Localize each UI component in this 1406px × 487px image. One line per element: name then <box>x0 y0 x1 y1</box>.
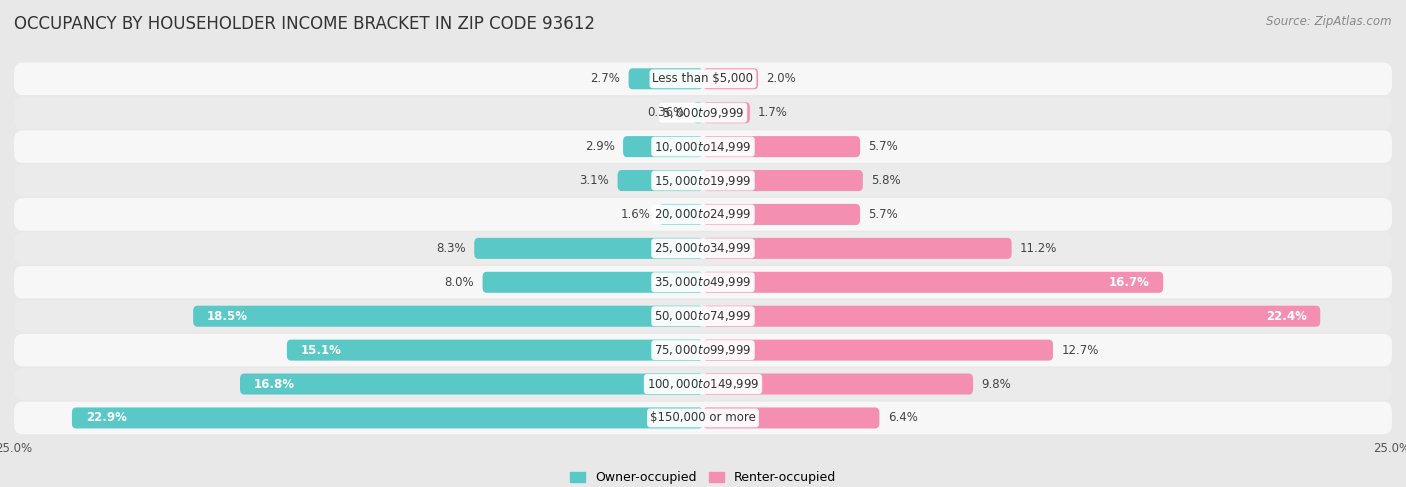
Text: 2.0%: 2.0% <box>766 72 796 85</box>
Text: 18.5%: 18.5% <box>207 310 247 323</box>
FancyBboxPatch shape <box>703 306 1320 327</box>
FancyBboxPatch shape <box>14 266 1392 299</box>
Text: 16.7%: 16.7% <box>1108 276 1150 289</box>
Text: $100,000 to $149,999: $100,000 to $149,999 <box>647 377 759 391</box>
FancyBboxPatch shape <box>14 300 1392 333</box>
Text: 1.6%: 1.6% <box>621 208 651 221</box>
FancyBboxPatch shape <box>693 102 703 123</box>
Text: $150,000 or more: $150,000 or more <box>650 412 756 425</box>
Text: $10,000 to $14,999: $10,000 to $14,999 <box>654 140 752 153</box>
Text: 5.7%: 5.7% <box>869 208 898 221</box>
FancyBboxPatch shape <box>703 204 860 225</box>
FancyBboxPatch shape <box>703 272 1163 293</box>
FancyBboxPatch shape <box>193 306 703 327</box>
Text: OCCUPANCY BY HOUSEHOLDER INCOME BRACKET IN ZIP CODE 93612: OCCUPANCY BY HOUSEHOLDER INCOME BRACKET … <box>14 15 595 33</box>
FancyBboxPatch shape <box>703 374 973 394</box>
FancyBboxPatch shape <box>14 62 1392 95</box>
Text: $50,000 to $74,999: $50,000 to $74,999 <box>654 309 752 323</box>
Text: 8.0%: 8.0% <box>444 276 474 289</box>
Text: 8.3%: 8.3% <box>436 242 465 255</box>
Text: Source: ZipAtlas.com: Source: ZipAtlas.com <box>1267 15 1392 28</box>
Text: 3.1%: 3.1% <box>579 174 609 187</box>
Text: 1.7%: 1.7% <box>758 106 787 119</box>
Text: 0.36%: 0.36% <box>648 106 685 119</box>
FancyBboxPatch shape <box>14 96 1392 129</box>
FancyBboxPatch shape <box>240 374 703 394</box>
FancyBboxPatch shape <box>14 164 1392 197</box>
FancyBboxPatch shape <box>72 408 703 429</box>
Text: $35,000 to $49,999: $35,000 to $49,999 <box>654 275 752 289</box>
FancyBboxPatch shape <box>623 136 703 157</box>
FancyBboxPatch shape <box>703 170 863 191</box>
Text: 16.8%: 16.8% <box>254 377 295 391</box>
FancyBboxPatch shape <box>474 238 703 259</box>
FancyBboxPatch shape <box>703 339 1053 361</box>
Text: $5,000 to $9,999: $5,000 to $9,999 <box>662 106 744 120</box>
FancyBboxPatch shape <box>703 238 1012 259</box>
Text: 22.9%: 22.9% <box>86 412 127 425</box>
Text: $25,000 to $34,999: $25,000 to $34,999 <box>654 242 752 255</box>
Text: 2.7%: 2.7% <box>591 72 620 85</box>
Text: 15.1%: 15.1% <box>301 344 342 356</box>
Text: 5.7%: 5.7% <box>869 140 898 153</box>
FancyBboxPatch shape <box>703 136 860 157</box>
FancyBboxPatch shape <box>659 204 703 225</box>
FancyBboxPatch shape <box>628 68 703 89</box>
Text: 6.4%: 6.4% <box>887 412 918 425</box>
FancyBboxPatch shape <box>287 339 703 361</box>
Text: 11.2%: 11.2% <box>1019 242 1057 255</box>
Text: 22.4%: 22.4% <box>1265 310 1306 323</box>
Text: 5.8%: 5.8% <box>872 174 901 187</box>
FancyBboxPatch shape <box>14 131 1392 163</box>
FancyBboxPatch shape <box>703 68 758 89</box>
FancyBboxPatch shape <box>14 334 1392 366</box>
FancyBboxPatch shape <box>14 402 1392 434</box>
Legend: Owner-occupied, Renter-occupied: Owner-occupied, Renter-occupied <box>565 466 841 487</box>
FancyBboxPatch shape <box>617 170 703 191</box>
Text: 9.8%: 9.8% <box>981 377 1011 391</box>
Text: $20,000 to $24,999: $20,000 to $24,999 <box>654 207 752 222</box>
Text: 12.7%: 12.7% <box>1062 344 1098 356</box>
Text: 2.9%: 2.9% <box>585 140 614 153</box>
FancyBboxPatch shape <box>703 102 749 123</box>
Text: Less than $5,000: Less than $5,000 <box>652 72 754 85</box>
Text: $75,000 to $99,999: $75,000 to $99,999 <box>654 343 752 357</box>
Text: $15,000 to $19,999: $15,000 to $19,999 <box>654 173 752 187</box>
FancyBboxPatch shape <box>14 198 1392 231</box>
FancyBboxPatch shape <box>14 232 1392 264</box>
FancyBboxPatch shape <box>703 408 879 429</box>
FancyBboxPatch shape <box>482 272 703 293</box>
FancyBboxPatch shape <box>14 368 1392 400</box>
